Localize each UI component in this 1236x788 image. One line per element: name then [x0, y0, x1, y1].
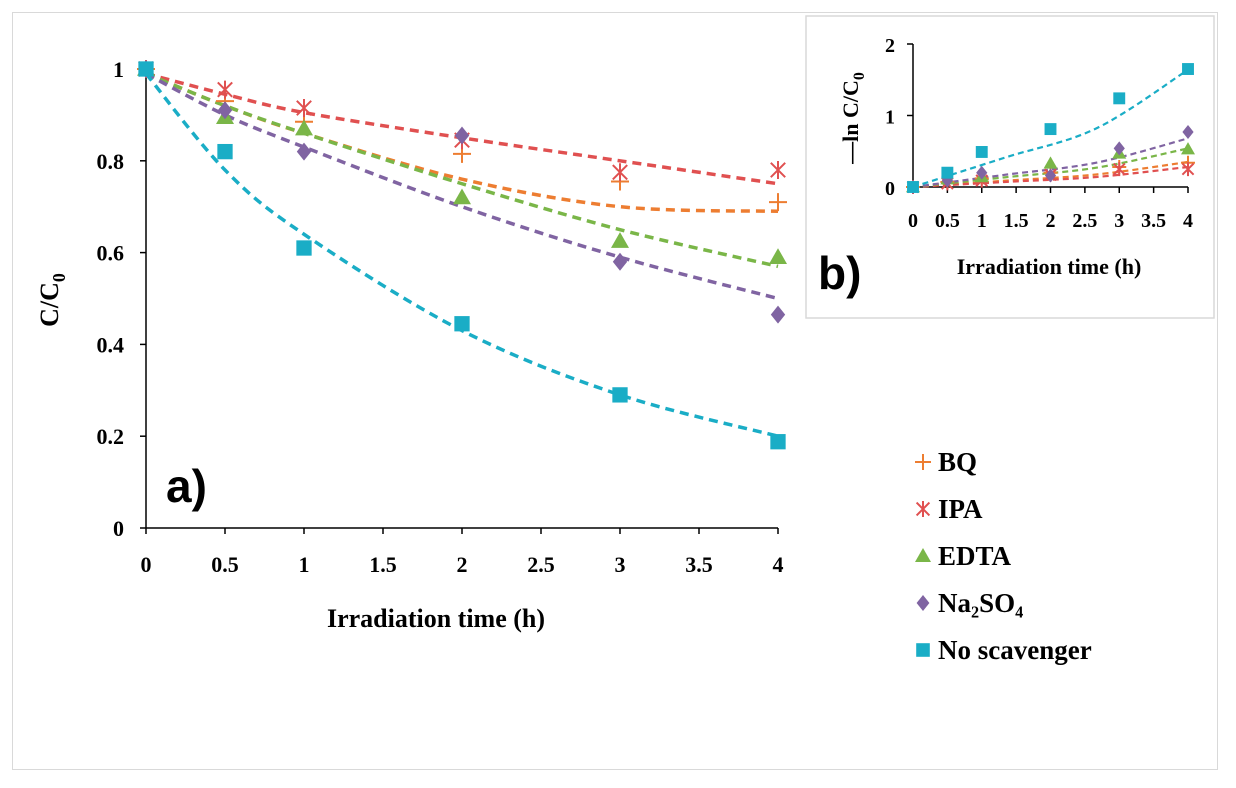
a-point-ipa — [217, 80, 233, 99]
b-x-tick-label: 1.5 — [1004, 210, 1029, 232]
a-x-tick-label: 0.5 — [211, 552, 239, 577]
a-point-bq — [769, 193, 787, 212]
inset-chart-box — [805, 15, 1215, 319]
a-y-tick-label: 0.2 — [97, 424, 125, 449]
main-chart: 0 0.5 1 1.5 2 2.5 3 3.5 4 0 0.2 0.4 0.6 0.8 1 Irradiat… — [35, 57, 787, 633]
a-point-ipa — [296, 99, 312, 118]
b-x-tick-label: 4 — [1183, 210, 1193, 232]
a-x-tick-label: 1 — [299, 552, 310, 577]
main-chart-panel-label: a) — [166, 460, 207, 512]
b-point-na-so — [1044, 168, 1057, 183]
b-y-tick-label: 0 — [885, 178, 895, 200]
legend-label-na-so: Na₂SO₄ — [938, 588, 1023, 618]
main-chart-axes — [140, 68, 779, 534]
a-x-tick-label: 0 — [141, 552, 152, 577]
legend-marker-bq — [915, 454, 931, 470]
a-x-tick-label: 4 — [773, 552, 784, 577]
inset-chart: 0 0.5 1 1.5 2 2.5 3 3.5 4 0 1 2 Irradiation time (h… — [805, 15, 1215, 319]
b-x-tick-label: 3 — [1114, 210, 1124, 232]
a-point-edta — [295, 119, 313, 136]
b-x-tick-label: 2 — [1046, 210, 1056, 232]
b-point-no-scavenger — [907, 181, 919, 193]
b-point-no-scavenger — [975, 146, 988, 158]
a-x-tick-label: 1.5 — [369, 552, 397, 577]
a-fit-line-bq — [145, 71, 779, 214]
a-point-na-so — [296, 142, 312, 161]
legend: BQ IPA EDTA Na₂SO₄ No scavenger — [915, 447, 1092, 665]
inset-chart-panel-label: b) — [818, 247, 861, 299]
inset-chart-y-axis-label-main: —ln C/C — [838, 80, 863, 165]
figure-frame — [12, 12, 1218, 770]
a-fit-line-edta — [145, 71, 779, 269]
b-x-tick-label: 1 — [977, 210, 987, 232]
legend-label-bq: BQ — [938, 447, 977, 477]
a-point-na-so — [612, 252, 628, 271]
a-fit-line-no-scavenger — [144, 72, 779, 438]
a-fit-line-na-so — [145, 72, 779, 301]
a-point-edta — [769, 248, 787, 264]
legend-label-ipa: IPA — [938, 494, 983, 524]
inset-chart-data-points — [906, 63, 1195, 194]
b-y-tick-label: 1 — [885, 107, 895, 129]
a-point-no-scavenger — [454, 316, 470, 332]
b-point-no-scavenger — [941, 166, 954, 179]
a-point-no-scavenger — [770, 434, 786, 450]
legend-label-edta: EDTA — [938, 541, 1012, 571]
b-point-edta — [1043, 156, 1058, 169]
a-y-tick-label: 0.6 — [97, 241, 125, 266]
a-point-ipa — [612, 163, 628, 182]
b-y-tick-label: 2 — [885, 35, 895, 57]
a-y-tick-label: 0.8 — [97, 149, 125, 174]
a-point-no-scavenger — [138, 61, 154, 77]
legend-marker-na-so — [916, 595, 930, 611]
a-point-ipa — [770, 160, 786, 179]
legend-marker-ipa — [915, 501, 931, 517]
a-point-na-so — [454, 126, 470, 145]
main-chart-tick-labels: 0 0.5 1 1.5 2 2.5 3 3.5 4 0 0.2 0.4 0.6 0.8 1 — [97, 57, 784, 577]
inset-chart-y-axis-label-sub: 0 — [851, 72, 868, 80]
a-y-tick-label: 1 — [113, 57, 124, 82]
b-point-ipa — [1112, 162, 1126, 177]
b-fit-line-ipa — [912, 165, 1189, 189]
a-y-tick-label: 0.4 — [97, 332, 125, 357]
b-point-no-scavenger — [1182, 63, 1194, 75]
main-chart-y-axis-label-main: C/C — [35, 282, 64, 327]
a-point-edta — [611, 232, 629, 248]
a-point-no-scavenger — [612, 387, 628, 403]
main-chart-data-points — [137, 60, 787, 450]
a-point-na-so — [217, 101, 233, 120]
a-x-tick-label: 2 — [457, 552, 468, 577]
main-chart-x-axis-label: Irradiation time (h) — [327, 604, 545, 633]
a-point-na-so — [770, 305, 786, 324]
a-x-tick-label: 3.5 — [685, 552, 713, 577]
b-point-edta — [1181, 142, 1195, 155]
a-x-tick-label: 3 — [615, 552, 626, 577]
b-point-na-so — [1182, 124, 1194, 139]
b-point-na-so — [976, 165, 988, 180]
legend-label-no-scavenger: No scavenger — [938, 635, 1092, 665]
main-chart-y-axis-label-sub: 0 — [49, 273, 69, 282]
inset-chart-axes — [907, 43, 1189, 193]
b-point-na-so — [1113, 141, 1125, 156]
a-y-tick-label: 0 — [113, 516, 124, 541]
a-point-no-scavenger — [296, 240, 312, 256]
a-point-no-scavenger — [217, 143, 233, 160]
legend-marker-no-scavenger — [916, 643, 930, 657]
b-x-tick-label: 0 — [908, 210, 918, 232]
b-point-no-scavenger — [1113, 92, 1126, 105]
legend-marker-edta — [915, 548, 931, 562]
inset-chart-x-axis-label: Irradiation time (h) — [957, 254, 1142, 279]
main-chart-y-axis-label: C/C0 — [35, 273, 69, 327]
inset-chart-tick-labels: 0 0.5 1 1.5 2 2.5 3 3.5 4 0 1 2 — [885, 35, 1193, 232]
b-point-no-scavenger — [1044, 123, 1057, 136]
inset-chart-y-axis-label: —ln C/C0 — [838, 72, 868, 165]
a-x-tick-label: 2.5 — [527, 552, 555, 577]
b-x-tick-label: 2.5 — [1072, 210, 1097, 232]
b-fit-line-no-scavenger — [912, 68, 1189, 189]
b-point-ipa — [1181, 162, 1195, 177]
b-x-tick-label: 3.5 — [1141, 210, 1166, 232]
b-x-tick-label: 0.5 — [935, 210, 960, 232]
a-point-edta — [453, 188, 471, 205]
